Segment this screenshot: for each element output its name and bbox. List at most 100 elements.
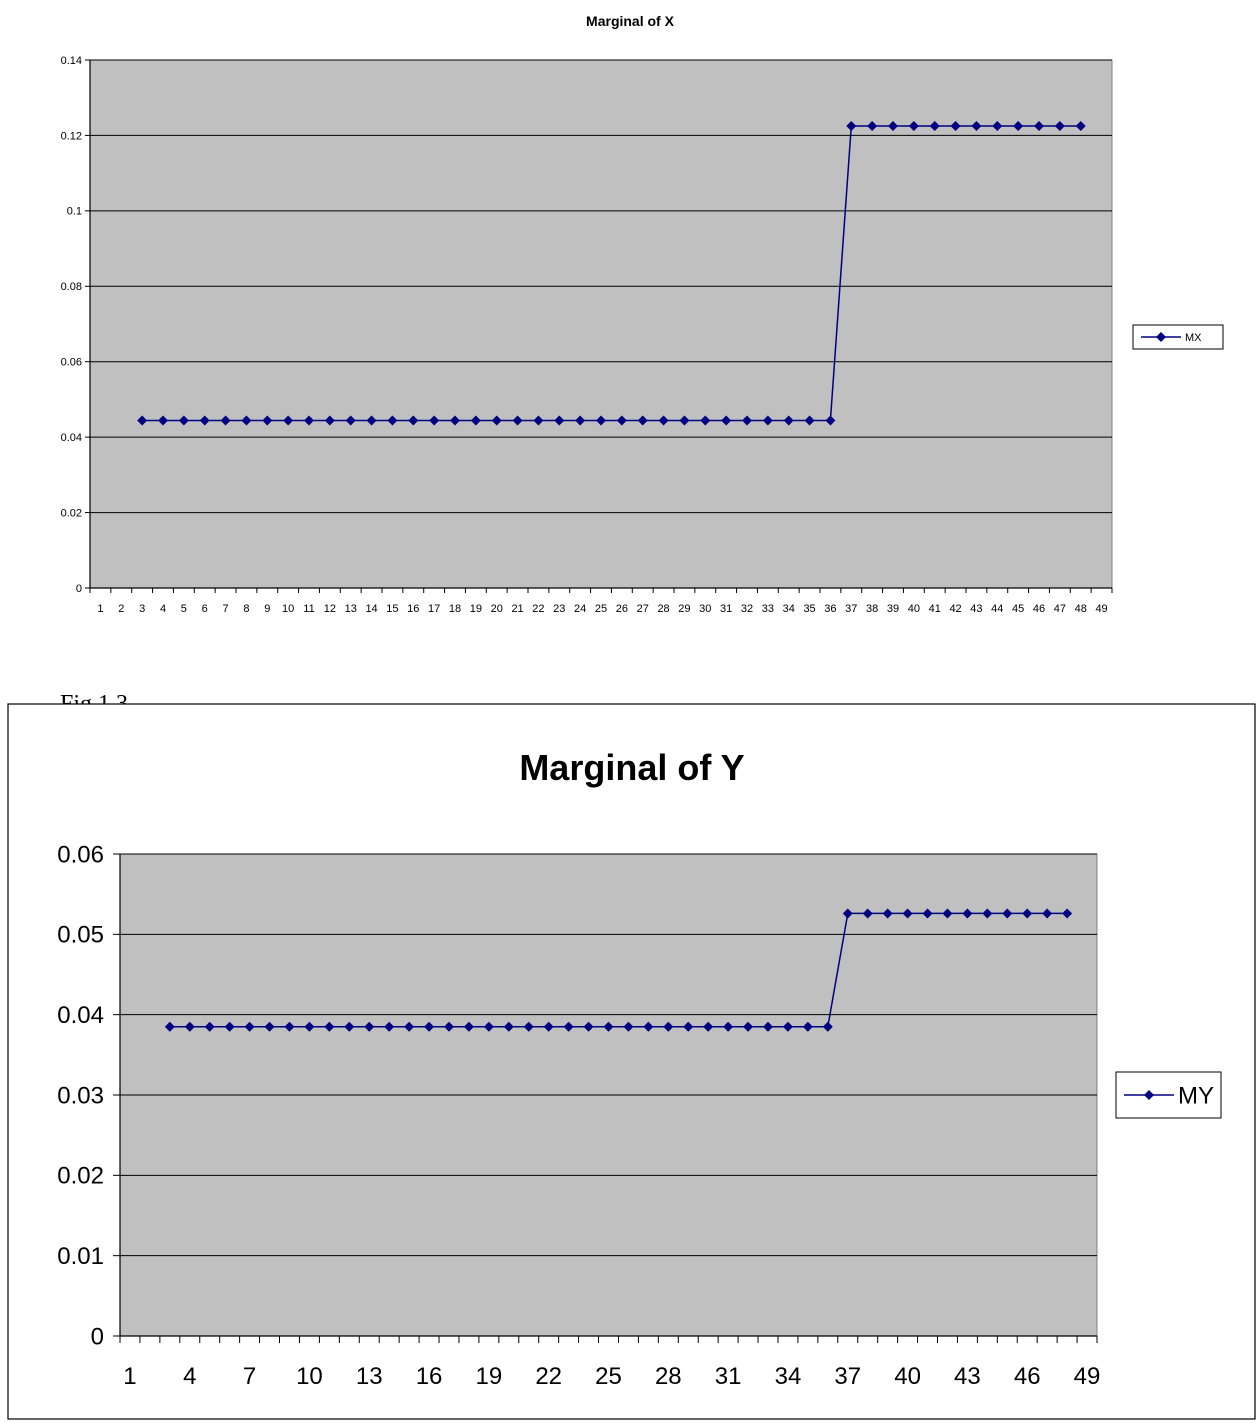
y-tick-label: 0.04: [57, 1002, 104, 1029]
x-tick-label: 1: [97, 603, 103, 615]
data-point: [1022, 908, 1033, 919]
data-point: [483, 1021, 494, 1032]
data-point: [922, 908, 933, 919]
data-point: [663, 1021, 674, 1032]
x-tick-label: 43: [970, 603, 982, 615]
data-point: [1075, 121, 1086, 131]
data-point: [387, 415, 398, 426]
series-line: [142, 125, 1081, 422]
x-tick-label: 46: [1033, 603, 1045, 615]
x-tick-label: 26: [616, 603, 628, 615]
x-tick-label: 30: [699, 603, 711, 615]
data-point: [491, 415, 502, 426]
data-point: [992, 121, 1003, 131]
x-tick-label: 25: [595, 1363, 622, 1390]
y-tick-label: 0.08: [61, 281, 82, 293]
data-point: [284, 1021, 295, 1032]
x-tick-label: 15: [386, 603, 398, 615]
data-point: [424, 1021, 435, 1032]
data-point: [616, 415, 627, 426]
x-tick-label: 12: [324, 603, 336, 615]
data-point: [721, 415, 732, 426]
marginal-y-chart: Marginal of Y 0 0.01 0.02 0.03 0.04 0.05 0.06 1 4…: [7, 703, 1256, 1420]
legend-label: MX: [1185, 332, 1202, 344]
chart-title: Marginal of X: [586, 13, 675, 29]
y-tick-label: 0.02: [61, 507, 82, 519]
y-tick-label: 0.06: [57, 841, 104, 868]
x-tick-label: 47: [1054, 603, 1066, 615]
data-point: [703, 1021, 714, 1032]
data-point: [178, 415, 189, 426]
data-point: [264, 1021, 275, 1032]
data-point: [1042, 908, 1053, 919]
data-point: [364, 1021, 375, 1032]
data-point: [583, 1021, 594, 1032]
x-tick-label: 41: [929, 603, 941, 615]
plot-area: [89, 59, 1113, 589]
x-tick-label: 28: [657, 603, 669, 615]
data-point: [366, 415, 377, 426]
x-tick-label: 46: [1014, 1363, 1041, 1390]
data-point: [783, 415, 794, 426]
data-point: [982, 908, 993, 919]
data-point: [763, 1021, 774, 1032]
x-tick-label: 38: [866, 603, 878, 615]
data-point: [408, 415, 419, 426]
x-tick-label: 11: [303, 603, 314, 615]
x-tick-label: 40: [908, 603, 920, 615]
legend-marker: [1156, 332, 1166, 342]
x-tick-label: 22: [535, 1363, 562, 1390]
data-point: [637, 415, 648, 426]
data-point: [470, 415, 481, 426]
data-point: [204, 1021, 215, 1032]
data-point: [825, 415, 836, 426]
x-tick-label: 29: [678, 603, 690, 615]
data-point: [743, 1021, 754, 1032]
y-tick-label: 0.12: [61, 130, 82, 142]
x-tick-label: 49: [1074, 1363, 1101, 1390]
x-tick-label: 48: [1075, 603, 1087, 615]
data-point: [929, 121, 940, 131]
data-point: [443, 1021, 454, 1032]
data-point: [942, 908, 953, 919]
data-point: [882, 908, 893, 919]
x-tick-label: 42: [949, 603, 961, 615]
data-point: [700, 415, 711, 426]
data-point: [603, 1021, 614, 1032]
data-point: [1062, 908, 1073, 919]
x-tick-label: 7: [223, 603, 229, 615]
data-point: [1002, 908, 1013, 919]
x-tick-label: 1: [123, 1363, 136, 1390]
x-tick-label: 23: [553, 603, 565, 615]
data-point: [344, 1021, 355, 1032]
data-point: [623, 1021, 634, 1032]
x-tick-label: 39: [887, 603, 899, 615]
data-point: [503, 1021, 514, 1032]
y-tick-label: 0.05: [57, 922, 104, 949]
data-point: [862, 908, 873, 919]
x-tick-label: 40: [894, 1363, 921, 1390]
data-point: [802, 1021, 813, 1032]
x-tick-label: 37: [845, 603, 857, 615]
data-point: [762, 415, 773, 426]
data-point: [596, 415, 606, 426]
series-line: [169, 912, 1068, 1028]
data-point: [575, 415, 586, 426]
y-tick-label: 0: [91, 1323, 104, 1350]
x-tick-label: 4: [160, 603, 166, 615]
data-point: [450, 415, 460, 426]
x-tick-label: 17: [428, 603, 440, 615]
data-point: [523, 1021, 534, 1032]
data-point: [971, 121, 982, 131]
x-tick-label: 8: [243, 603, 249, 615]
x-tick-label: 13: [356, 1363, 383, 1390]
y-tick-label: 0.1: [67, 206, 82, 218]
data-point: [512, 415, 523, 426]
data-point: [563, 1021, 574, 1032]
data-point: [199, 415, 210, 426]
x-tick-label: 35: [803, 603, 815, 615]
x-tick-label: 34: [775, 1363, 802, 1390]
data-point: [683, 1021, 694, 1032]
data-point: [220, 415, 231, 426]
x-tick-label: 31: [720, 603, 732, 615]
